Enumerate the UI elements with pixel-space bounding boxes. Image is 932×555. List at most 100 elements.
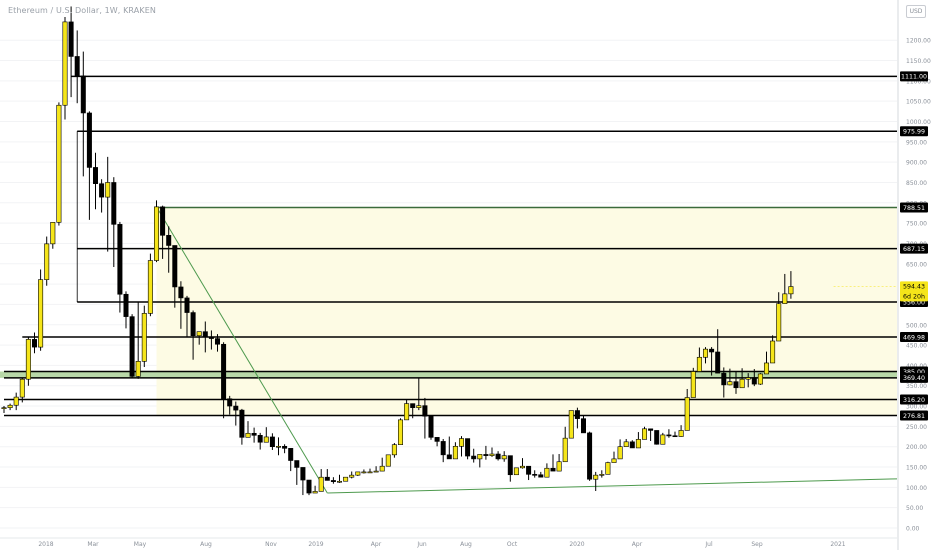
trendlines <box>156 206 898 494</box>
level-label-bg <box>900 202 928 213</box>
candle-body <box>355 471 361 476</box>
candle-body <box>312 491 318 494</box>
candle-body <box>208 336 214 339</box>
level-label: 1111.00 <box>901 74 927 81</box>
candle-body <box>770 340 776 364</box>
candle-body <box>221 343 227 400</box>
candle-body <box>31 339 37 348</box>
x-tick-label: Mar <box>87 541 99 548</box>
candle-body <box>367 471 373 474</box>
candle-body <box>74 56 80 77</box>
candle-body <box>117 224 123 295</box>
candle-body <box>275 445 281 448</box>
y-tick-label: 100.00 <box>906 485 927 492</box>
candle-body <box>44 243 50 280</box>
candle-body <box>239 409 245 438</box>
candle-body <box>477 454 483 460</box>
level-label-bg <box>900 71 928 82</box>
trendline <box>327 478 898 494</box>
x-tick-label: Jun <box>416 541 427 548</box>
current-price-label: 594.43 <box>903 284 925 291</box>
candle-body <box>86 112 92 168</box>
candle-body <box>13 396 19 406</box>
candle-body <box>123 293 129 317</box>
candle-body <box>733 381 739 389</box>
candle-body <box>93 167 99 184</box>
candle-body <box>611 458 617 463</box>
candle-body <box>617 446 623 460</box>
candle-body <box>215 338 221 345</box>
candle-body <box>495 453 501 460</box>
currency-button[interactable]: USD <box>906 5 926 18</box>
candle-body <box>343 476 349 482</box>
candle-body <box>434 437 440 442</box>
candle-body <box>202 331 208 338</box>
y-tick-label: 300.00 <box>906 404 927 411</box>
x-tick-label: May <box>134 541 147 548</box>
candle-body <box>696 356 702 372</box>
candle-body <box>56 104 62 223</box>
level-label: 385.00 <box>903 369 925 376</box>
level-label: 316.20 <box>903 397 925 404</box>
candle-body <box>233 405 239 411</box>
candle-body <box>629 441 635 449</box>
candle-body <box>391 444 397 456</box>
y-tick-label: 450.00 <box>906 343 927 350</box>
candle-body <box>294 460 300 468</box>
candle-body <box>745 377 751 380</box>
countdown-label: 6d 20h <box>903 294 925 301</box>
candle-body <box>489 453 495 456</box>
candle-body <box>562 437 568 463</box>
candle-body <box>263 436 269 443</box>
candle-body <box>641 428 647 440</box>
candle-body <box>715 351 721 374</box>
candle-body <box>452 445 458 460</box>
support-band <box>0 371 897 378</box>
candle-body <box>654 430 660 445</box>
candle-body <box>379 465 385 472</box>
candle-body <box>196 331 202 337</box>
candle-body <box>178 286 184 299</box>
support-band-rect <box>0 371 897 378</box>
level-label: 556.00 <box>903 299 925 306</box>
candle-body <box>580 418 586 434</box>
candle-body <box>7 404 13 408</box>
x-tick-label: Aug <box>460 541 472 548</box>
candle-body <box>763 362 769 375</box>
candle-body <box>702 348 708 358</box>
candle-body <box>513 467 519 476</box>
candle-body <box>635 439 641 449</box>
y-tick-label: 0.00 <box>906 526 920 533</box>
candle-body <box>99 183 105 198</box>
candle-body <box>776 303 782 342</box>
level-label-bg <box>900 372 928 383</box>
candle-body <box>227 398 233 407</box>
candle-body <box>544 467 550 478</box>
candle-body <box>550 467 556 472</box>
candle-body <box>599 474 605 476</box>
candle-body <box>349 474 355 478</box>
x-tick-label: Oct <box>507 541 518 548</box>
candle-body <box>757 373 763 385</box>
candle-body <box>324 476 330 481</box>
candle-body <box>166 235 172 246</box>
candle-body <box>556 461 562 472</box>
level-label-bg <box>900 331 928 342</box>
candle-body <box>532 474 538 476</box>
x-tick-label: Aug <box>200 541 212 548</box>
y-tick-label: 850.00 <box>906 180 927 187</box>
candle-body <box>690 371 696 398</box>
candle-body <box>135 361 141 377</box>
candle-body <box>330 480 336 482</box>
candle-body <box>111 182 117 225</box>
candle-body <box>538 474 544 478</box>
y-tick-label: 950.00 <box>906 139 927 146</box>
candle-body <box>721 372 727 386</box>
candle-body <box>245 432 251 438</box>
candle-body <box>251 432 257 436</box>
candle-body <box>300 467 306 481</box>
x-tick-label: 2018 <box>38 541 53 548</box>
candle-body <box>507 455 513 476</box>
candle-body <box>623 441 629 447</box>
x-tick-label: Jul <box>704 541 713 548</box>
